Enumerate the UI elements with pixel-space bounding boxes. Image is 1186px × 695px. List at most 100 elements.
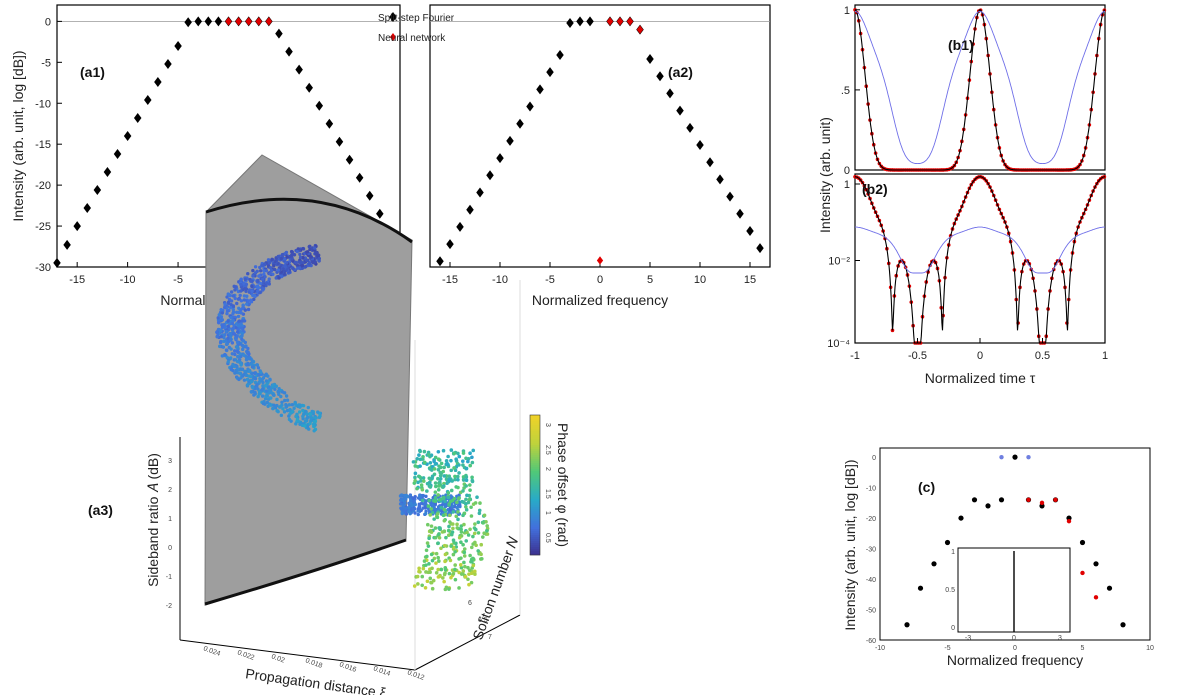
inset-x-tick-label: 0 — [1012, 635, 1016, 642]
a3-data-point — [415, 457, 420, 461]
a3-data-point — [437, 532, 441, 536]
data-point-a1-ssf — [103, 167, 112, 178]
a3-data-point — [471, 557, 476, 561]
a3-data-point — [461, 513, 465, 518]
a3-data-point — [448, 508, 453, 512]
colorbar-band — [530, 463, 540, 466]
data-point-c-black — [1093, 561, 1099, 567]
a3-data-point — [445, 461, 450, 466]
a3-data-point — [253, 390, 257, 395]
a3-x-tick-label: 0.018 — [304, 657, 323, 670]
data-point-a1-ssf — [93, 185, 102, 196]
data-point-a1-ssf — [335, 136, 344, 147]
a3-data-point — [239, 354, 243, 359]
a3-data-point — [243, 277, 247, 282]
a3-data-point — [223, 325, 227, 330]
data-point-a2-nn — [636, 25, 644, 34]
a3-data-point — [238, 367, 243, 371]
data-point-a1-nn — [225, 17, 232, 26]
a3-data-point — [455, 505, 459, 510]
a3-data-point — [262, 399, 266, 404]
a3-data-point — [443, 552, 448, 557]
a3-data-point — [267, 391, 271, 395]
a3-data-point — [271, 272, 275, 277]
a3-data-point — [428, 528, 433, 533]
a3-data-point — [249, 300, 254, 304]
a3-data-point — [308, 412, 312, 416]
a3-data-point — [300, 263, 305, 268]
a3-data-point — [252, 297, 256, 302]
a3-data-point — [467, 568, 472, 573]
a3-data-point — [450, 504, 455, 508]
a3-data-point — [251, 268, 255, 273]
a3-data-point — [220, 354, 225, 358]
a3-data-point — [405, 494, 410, 499]
a3-data-point — [251, 293, 255, 298]
a3-data-point — [454, 457, 458, 461]
data-point-c-black — [944, 539, 951, 546]
a3-data-point — [242, 378, 247, 382]
data-point-c-blue — [999, 454, 1004, 460]
colorbar-band — [530, 515, 540, 518]
a3-data-point — [454, 485, 458, 489]
a3-data-point — [279, 394, 283, 399]
a3-data-point — [464, 484, 468, 488]
a3-data-point — [439, 471, 443, 476]
data-point-a2-ssf — [476, 187, 484, 198]
a3-data-point — [241, 306, 245, 310]
a3-data-point — [296, 266, 300, 270]
a3-data-point — [428, 484, 432, 489]
a3-data-point — [442, 543, 447, 548]
a3-data-point — [233, 371, 237, 375]
a3-data-point — [451, 538, 456, 543]
a3-data-point — [283, 264, 287, 269]
data-point-a1-ssf — [305, 82, 313, 93]
a3-data-point — [437, 574, 442, 579]
a3-data-point — [468, 451, 472, 456]
colorbar-band — [530, 457, 540, 460]
a3-data-point — [314, 252, 318, 256]
a3-data-point — [296, 419, 301, 424]
data-point-a2-ssf — [656, 71, 664, 82]
data-point-a2-ssf — [706, 157, 714, 168]
legend-marker-nn — [390, 33, 396, 41]
data-point-c-black — [1012, 454, 1018, 460]
a3-data-point — [287, 414, 291, 418]
panel-label-a1: (a1) — [80, 64, 105, 80]
panel-label-b2: (b2) — [862, 181, 888, 197]
a3-data-point — [464, 539, 469, 543]
a3-data-point — [449, 468, 454, 473]
a3-y-tick-label: -2 — [166, 603, 172, 610]
a3-data-point — [267, 282, 271, 286]
colorbar-band — [530, 489, 540, 492]
a3-data-point — [229, 356, 233, 360]
a3-data-point — [430, 586, 435, 591]
a3-data-point — [419, 501, 424, 505]
a3-data-point — [246, 272, 250, 276]
a3-data-point — [469, 505, 473, 510]
a3-data-point — [239, 299, 244, 303]
a3-data-point — [457, 496, 461, 500]
a3-data-point — [301, 414, 305, 419]
colorbar-band — [530, 497, 540, 500]
data-point-a2-ssf — [536, 84, 544, 95]
a3-data-point — [449, 544, 453, 548]
a3-z-tick-label: 6 — [468, 600, 472, 607]
a3-data-point — [413, 475, 417, 480]
colorbar-band — [530, 485, 540, 488]
a3-data-point — [241, 374, 245, 378]
a3-data-point — [277, 387, 281, 391]
a3-data-point — [420, 574, 425, 579]
x-axis-label-c: Normalized frequency — [947, 652, 1083, 668]
a3-data-point — [442, 474, 447, 478]
a3-data-point — [250, 385, 255, 390]
a3-data-point — [273, 267, 277, 272]
colorbar-band — [530, 499, 540, 502]
a3-data-point — [232, 284, 236, 289]
a3-data-point — [464, 497, 468, 502]
data-point-c-black — [1120, 622, 1126, 628]
colorbar-band — [530, 423, 540, 426]
y-tick-label: 0 — [844, 165, 850, 177]
a3-data-point — [470, 559, 474, 564]
colorbar-band — [530, 539, 540, 542]
